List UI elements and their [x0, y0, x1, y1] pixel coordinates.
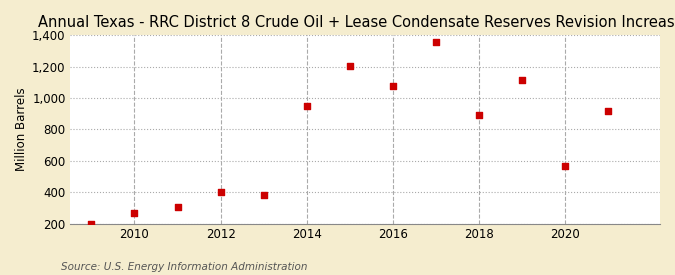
Point — [387, 83, 398, 88]
Point — [259, 192, 269, 197]
Point — [129, 211, 140, 216]
Point — [603, 108, 614, 113]
Point — [560, 163, 570, 168]
Point — [86, 221, 97, 226]
Y-axis label: Million Barrels: Million Barrels — [15, 88, 28, 171]
Point — [215, 190, 226, 194]
Point — [344, 64, 355, 68]
Text: Source: U.S. Energy Information Administration: Source: U.S. Energy Information Administ… — [61, 262, 307, 272]
Point — [301, 104, 312, 108]
Point — [517, 78, 528, 82]
Point — [474, 112, 485, 117]
Point — [172, 205, 183, 209]
Title: Annual Texas - RRC District 8 Crude Oil + Lease Condensate Reserves Revision Inc: Annual Texas - RRC District 8 Crude Oil … — [38, 15, 675, 30]
Point — [431, 39, 441, 44]
